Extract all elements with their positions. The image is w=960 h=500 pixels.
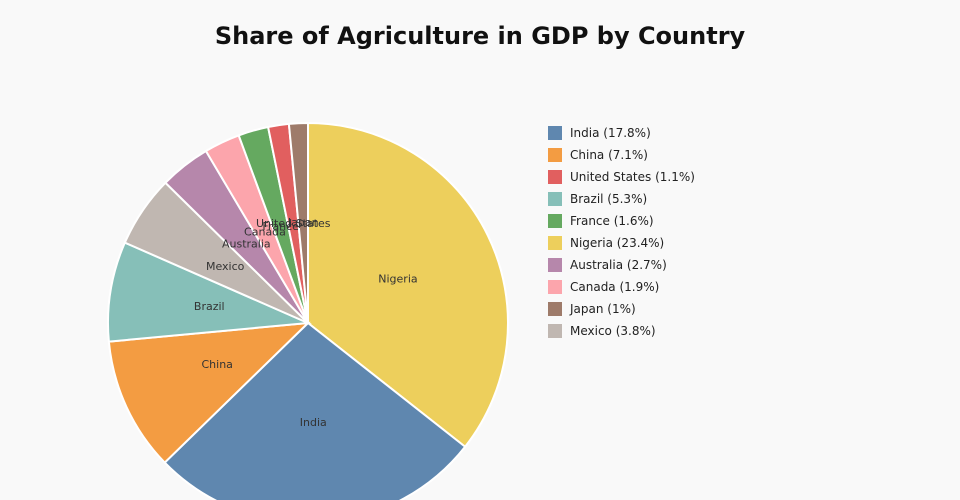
slice-label-canada: Canada <box>244 226 286 239</box>
pie-slice-nigeria[interactable] <box>307 121 509 449</box>
pie-slice-brazil[interactable] <box>107 241 312 343</box>
legend-label: Canada (1.9%) <box>570 280 660 294</box>
legend-swatch <box>548 302 562 316</box>
slice-label-india: India <box>300 416 327 429</box>
legend-label: Mexico (3.8%) <box>570 324 656 338</box>
slice-label-united-states: United States <box>256 217 331 230</box>
pie-slices <box>107 121 509 500</box>
slice-label-mexico: Mexico <box>206 260 245 273</box>
legend-label: Nigeria (23.4%) <box>570 236 665 250</box>
legend-item[interactable]: Australia (2.7%) <box>548 254 695 276</box>
legend-item[interactable]: Brazil (5.3%) <box>548 188 695 210</box>
legend-swatch <box>548 192 562 206</box>
slice-label-australia: Australia <box>222 237 271 250</box>
slice-label-japan: Japan <box>287 216 319 229</box>
slice-label-brazil: Brazil <box>194 300 225 313</box>
legend-swatch <box>548 126 562 140</box>
legend-label: France (1.6%) <box>570 214 654 228</box>
legend-swatch <box>548 214 562 228</box>
legend-item[interactable]: Japan (1%) <box>548 298 695 320</box>
legend-item[interactable]: Nigeria (23.4%) <box>548 232 695 254</box>
legend-label: India (17.8%) <box>570 126 651 140</box>
legend-swatch <box>548 324 562 338</box>
legend-item[interactable]: France (1.6%) <box>548 210 695 232</box>
legend-swatch <box>548 258 562 272</box>
pie-slice-japan[interactable] <box>287 121 309 324</box>
legend-swatch <box>548 170 562 184</box>
legend-label: Australia (2.7%) <box>570 258 667 272</box>
legend-swatch <box>548 148 562 162</box>
chart-title: Share of Agriculture in GDP by Country <box>214 22 746 50</box>
slice-label-nigeria: Nigeria <box>378 272 417 285</box>
legend-item[interactable]: Canada (1.9%) <box>548 276 695 298</box>
legend-swatch <box>548 236 562 250</box>
slice-label-france: France <box>262 220 299 233</box>
legend-item[interactable]: Mexico (3.8%) <box>548 320 695 342</box>
legend-label: Japan (1%) <box>570 302 636 316</box>
pie-slice-china[interactable] <box>107 321 311 464</box>
legend-label: China (7.1%) <box>570 148 648 162</box>
legend-swatch <box>548 280 562 294</box>
pie-slice-india[interactable] <box>163 321 467 500</box>
legend-item[interactable]: United States (1.1%) <box>548 166 695 188</box>
legend-item[interactable]: China (7.1%) <box>548 144 695 166</box>
legend-label: Brazil (5.3%) <box>570 192 648 206</box>
legend-item[interactable]: India (17.8%) <box>548 122 695 144</box>
legend-label: United States (1.1%) <box>570 170 695 184</box>
slice-label-china: China <box>202 358 233 371</box>
pie-labels: Nigeria India China Brazil Mexico AustraliaCa… <box>194 216 418 429</box>
legend: India (17.8%) China (7.1%) United States (… <box>548 122 695 342</box>
